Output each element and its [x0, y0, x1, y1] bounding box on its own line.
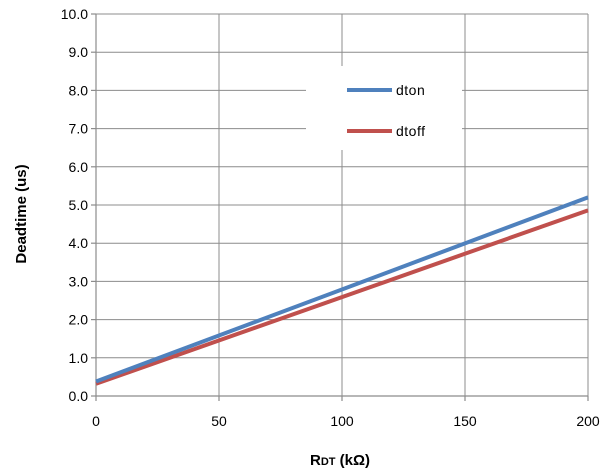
- x-tick-label: 50: [211, 413, 227, 429]
- x-axis-title: RDT (kΩ): [310, 452, 370, 469]
- y-tick-label: 2.0: [69, 312, 89, 328]
- axes: [91, 13, 589, 401]
- legend-background: [306, 66, 462, 150]
- series-lines: [95, 195, 589, 386]
- legend: dton dtoff: [306, 66, 462, 150]
- y-tick-label: 0.0: [69, 388, 89, 404]
- y-tick-label: 5.0: [69, 197, 89, 213]
- legend-label-dton: dton: [396, 82, 425, 98]
- x-tick-label: 150: [453, 413, 477, 429]
- y-tick-label: 1.0: [69, 350, 89, 366]
- series-line-dton: [95, 195, 589, 384]
- legend-label-dtoff: dtoff: [396, 123, 426, 139]
- x-tick-label: 200: [576, 413, 600, 429]
- y-tick-label: 4.0: [69, 235, 89, 251]
- y-tick-label: 9.0: [69, 44, 89, 60]
- tick-labels: 0.0 1.0 2.0 3.0 4.0 5.0 6.0 7.0 8.0 9.0 10.0 0 50 100…: [61, 6, 600, 429]
- x-tick-label: 0: [92, 413, 100, 429]
- x-tick-label: 100: [330, 413, 354, 429]
- y-axis-title: Deadtime (us): [13, 164, 30, 263]
- y-tick-label: 7.0: [69, 121, 89, 137]
- y-tick-label: 10.0: [61, 6, 88, 22]
- y-tick-label: 8.0: [69, 82, 89, 98]
- y-tick-label: 3.0: [69, 273, 89, 289]
- series-line-dtoff: [95, 208, 589, 386]
- y-tick-label: 6.0: [69, 159, 89, 175]
